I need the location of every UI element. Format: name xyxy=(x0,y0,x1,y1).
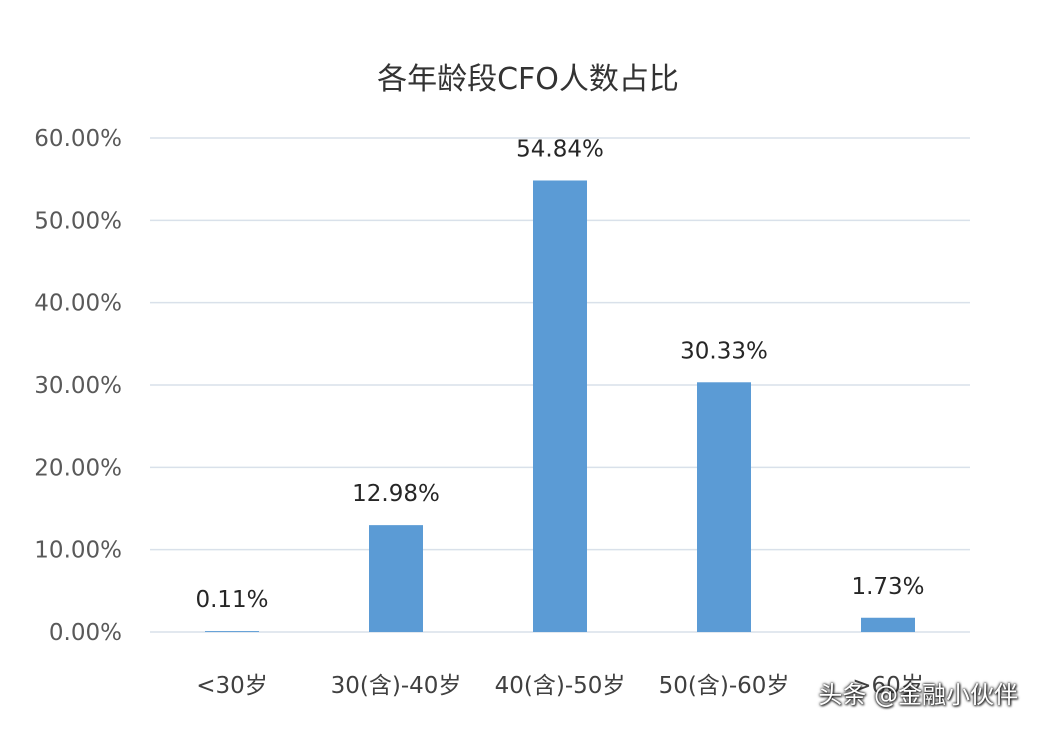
y-axis-ticks: 0.00% 10.00% 20.00% 30.00% 40.00% 50.00% 60.00… xyxy=(34,126,122,646)
data-label: 54.84% xyxy=(516,136,604,162)
data-label: 30.33% xyxy=(680,338,768,364)
x-tick-label: <30岁 xyxy=(196,673,268,699)
bars xyxy=(205,180,915,632)
y-tick-label: 20.00% xyxy=(34,455,122,481)
data-label: 0.11% xyxy=(195,587,268,613)
chart-title: 各年龄段CFO人数占比 xyxy=(377,62,679,97)
bar xyxy=(369,525,423,632)
y-tick-label: 40.00% xyxy=(34,291,122,317)
y-tick-label: 60.00% xyxy=(34,126,122,152)
x-tick-label: >60岁 xyxy=(852,673,924,699)
bar xyxy=(697,382,751,632)
x-tick-label: 30(含)-40岁 xyxy=(331,673,462,699)
y-tick-label: 50.00% xyxy=(34,208,122,234)
x-tick-label: 40(含)-50岁 xyxy=(495,673,626,699)
y-tick-label: 30.00% xyxy=(34,373,122,399)
watermark: 头条 @金融小伙伴 xyxy=(818,681,1018,709)
bar xyxy=(205,631,259,632)
data-label: 12.98% xyxy=(352,481,440,507)
x-tick-label: 50(含)-60岁 xyxy=(659,673,790,699)
bar xyxy=(861,617,915,632)
y-tick-label: 10.00% xyxy=(34,538,122,564)
x-axis-ticks: <30岁 30(含)-40岁 40(含)-50岁 50(含)-60岁 >60岁 xyxy=(196,673,924,699)
bar xyxy=(533,180,587,632)
data-label: 1.73% xyxy=(851,574,924,600)
data-labels: 0.11% 12.98% 54.84% 30.33% 1.73% xyxy=(195,136,924,613)
y-tick-label: 0.00% xyxy=(49,620,122,646)
